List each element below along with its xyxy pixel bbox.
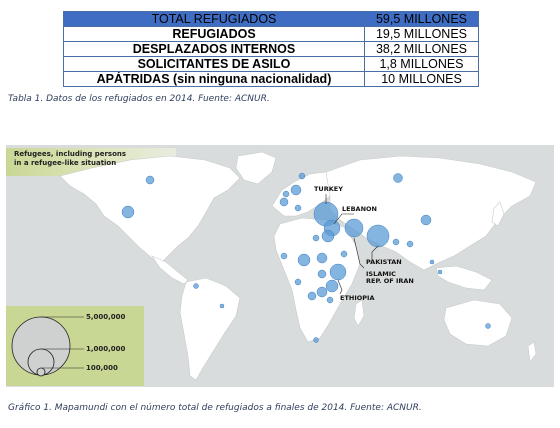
- japan-shape: [491, 201, 505, 227]
- greenland-shape: [235, 151, 277, 185]
- landmasses: [59, 151, 537, 381]
- label-iran-line1: ISLAMIC: [366, 270, 396, 278]
- label-iran: ISLAMIC REP. OF IRAN: [366, 271, 414, 285]
- bubble-ethiopia: [329, 263, 347, 281]
- scale-label-large: 5,000,000: [86, 313, 126, 321]
- label-leader-lines: [325, 194, 379, 295]
- madagascar-shape: [353, 299, 365, 327]
- bubble-tanzania: [326, 296, 334, 304]
- bubble-usa: [121, 205, 135, 219]
- bubble-cameroon: [294, 278, 302, 286]
- table-cell-label: APÁTRIDAS (sin ninguna nacionalidad): [63, 71, 365, 87]
- legend-title: Refugees, including persons in a refugee…: [14, 150, 126, 168]
- bubble-germany: [290, 184, 302, 196]
- label-lebanon: LEBANON: [342, 205, 377, 213]
- bubble-india: [406, 240, 414, 248]
- table-cell-value: 38,2 MILLONES: [364, 41, 479, 57]
- table-row-total: TOTAL REFUGIADOS 59,5 MILLONES: [63, 11, 479, 27]
- label-iran-line2: REP. OF IRAN: [366, 277, 414, 285]
- bubble-yemen: [340, 250, 348, 258]
- north-america-shape: [59, 155, 241, 263]
- bubble-sudan: [316, 252, 328, 264]
- label-pakistan: PAKISTAN: [366, 258, 402, 266]
- bubble-kenya: [325, 279, 339, 293]
- bubble-russia: [393, 173, 403, 183]
- scale-circles: [11, 316, 71, 377]
- southeast-asia-shape: [435, 265, 493, 291]
- bubble-iran: [344, 218, 364, 238]
- bubble-bangladesh: [392, 238, 400, 246]
- bubble-sweden: [298, 172, 306, 180]
- scale-circle-small: [36, 367, 46, 377]
- legend-title-line2: in a refugee-like situation: [14, 159, 117, 167]
- scale-leader-lines: [41, 316, 84, 369]
- table-cell-value: 10 MILLONES: [364, 71, 479, 87]
- bubble-colombia: [193, 283, 199, 289]
- bubble-chad: [297, 253, 311, 267]
- table-cell-value: 59,5 MILLONES: [364, 11, 479, 27]
- bubble-france: [279, 197, 289, 207]
- bubble-australia: [485, 323, 491, 329]
- label-turkey: TURKEY: [314, 185, 343, 193]
- africa-shape: [273, 217, 361, 343]
- table-caption: Tabla 1. Datos de los refugiados en 2014…: [8, 94, 270, 104]
- bubble-sahel: [280, 252, 288, 260]
- bubble-china: [420, 214, 432, 226]
- bubble-thailand: [429, 259, 435, 265]
- bubble-egypt: [312, 234, 320, 242]
- bubble-south-sudan: [317, 269, 327, 279]
- table-row: APÁTRIDAS (sin ninguna nacionalidad) 10 …: [63, 71, 479, 87]
- bubble-italy: [294, 204, 302, 212]
- south-america-shape: [179, 277, 241, 381]
- central-america-shape: [151, 255, 189, 285]
- table-cell-label: TOTAL REFUGIADOS: [63, 11, 365, 27]
- refugee-bubbles: [121, 172, 491, 343]
- refugee-data-table: TOTAL REFUGIADOS 59,5 MILLONES REFUGIADO…: [63, 11, 479, 87]
- bubble-dr-congo: [307, 291, 317, 301]
- bubble-malaysia: [437, 269, 443, 275]
- table-cell-value: 1,8 MILLONES: [364, 56, 479, 72]
- scale-label-small: 100,000: [86, 364, 118, 372]
- bubble-uk: [282, 190, 290, 198]
- label-ethiopia: ETHIOPIA: [340, 294, 375, 302]
- new-zealand-shape: [527, 341, 537, 363]
- bubble-canada: [145, 175, 155, 185]
- legend-title-line1: Refugees, including persons: [14, 150, 127, 158]
- bubble-south-africa: [313, 337, 319, 343]
- bubble-brazil: [219, 303, 225, 309]
- map-caption: Gráfico 1. Mapamundi con el número total…: [8, 403, 422, 413]
- bubble-uganda: [316, 286, 328, 298]
- bubble-pakistan: [366, 224, 390, 248]
- australia-shape: [443, 299, 513, 347]
- bubble-jordan: [321, 229, 335, 243]
- scale-label-medium: 1,000,000: [86, 345, 126, 353]
